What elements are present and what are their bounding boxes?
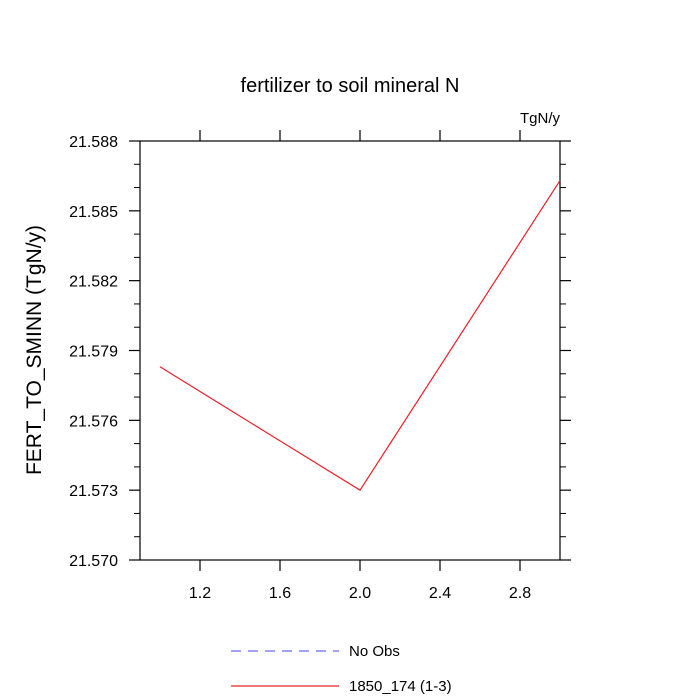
y-tick-label: 21.582 bbox=[69, 274, 118, 291]
y-tick-label: 21.573 bbox=[69, 483, 118, 500]
legend-label: No Obs bbox=[349, 643, 400, 660]
x-tick-label: 1.6 bbox=[269, 585, 291, 602]
x-tick-label: 1.2 bbox=[189, 585, 211, 602]
plot-frame bbox=[139, 140, 561, 561]
y-axis-label: FERT_TO_SMINN (TgN/y) bbox=[23, 225, 46, 475]
y-tick-label: 21.588 bbox=[69, 134, 118, 151]
series-line bbox=[159, 180, 561, 491]
chart-title: fertilizer to soil mineral N bbox=[241, 75, 460, 97]
y-tick-label: 21.570 bbox=[69, 553, 118, 570]
y-tick-label: 21.579 bbox=[69, 344, 118, 361]
axis-tick-labels: 1.2 1.6 2.0 2.4 2.8 21.570 21.573 21.576 21.579 2… bbox=[69, 134, 531, 602]
x-tick-label: 2.4 bbox=[429, 585, 451, 602]
legend-label: 1850_174 (1-3) bbox=[349, 678, 452, 695]
units-label: TgN/y bbox=[520, 110, 561, 127]
legend: No Obs 1850_174 (1-3) bbox=[231, 643, 452, 695]
x-tick-label: 2.8 bbox=[509, 585, 531, 602]
x-tick-label: 2.0 bbox=[349, 585, 371, 602]
y-tick-label: 21.576 bbox=[69, 413, 118, 430]
y-tick-label: 21.585 bbox=[69, 204, 118, 221]
axis-ticks bbox=[129, 130, 571, 571]
series-layer bbox=[159, 180, 561, 491]
